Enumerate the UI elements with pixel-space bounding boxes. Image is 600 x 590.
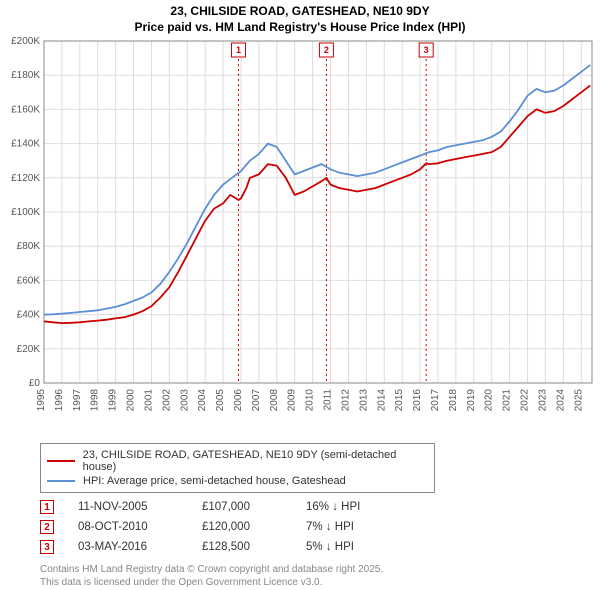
x-tick-label: 2007 xyxy=(251,389,262,412)
sale-price: £128,500 xyxy=(202,541,282,553)
x-tick-label: 1996 xyxy=(54,389,65,412)
x-tick-label: 2017 xyxy=(430,389,441,412)
sales-row: 2 08-OCT-2010 £120,000 7% ↓ HPI xyxy=(40,517,600,537)
sale-marker: 2 xyxy=(40,520,54,534)
x-tick-label: 2005 xyxy=(215,389,226,412)
sale-price: £120,000 xyxy=(202,521,282,533)
sale-delta: 7% ↓ HPI xyxy=(306,521,396,533)
legend-label: 23, CHILSIDE ROAD, GATESHEAD, NE10 9DY (… xyxy=(83,449,428,473)
x-tick-label: 2002 xyxy=(161,389,172,412)
sale-delta: 16% ↓ HPI xyxy=(306,501,396,513)
chart-title: 23, CHILSIDE ROAD, GATESHEAD, NE10 9DY P… xyxy=(0,0,600,37)
y-tick-label: £160K xyxy=(11,105,40,116)
sale-marker: 3 xyxy=(40,540,54,554)
x-tick-label: 2020 xyxy=(484,389,495,412)
x-tick-label: 2010 xyxy=(305,389,316,412)
x-tick-label: 2006 xyxy=(233,389,244,412)
x-tick-label: 2024 xyxy=(555,389,566,412)
y-tick-label: £120K xyxy=(11,173,40,184)
sale-marker: 1 xyxy=(40,500,54,514)
x-tick-label: 1995 xyxy=(36,389,47,412)
sales-row: 1 11-NOV-2005 £107,000 16% ↓ HPI xyxy=(40,497,600,517)
x-tick-label: 2023 xyxy=(537,389,548,412)
legend-row: HPI: Average price, semi-detached house,… xyxy=(47,474,428,488)
legend: 23, CHILSIDE ROAD, GATESHEAD, NE10 9DY (… xyxy=(40,443,435,493)
y-tick-label: £40K xyxy=(17,310,41,321)
sale-marker-number: 3 xyxy=(424,45,429,55)
x-tick-label: 2009 xyxy=(287,389,298,412)
x-tick-label: 1998 xyxy=(90,389,101,412)
x-tick-label: 2001 xyxy=(143,389,154,412)
y-tick-label: £80K xyxy=(17,241,41,252)
sale-date: 08-OCT-2010 xyxy=(78,521,178,533)
chart-container: 23, CHILSIDE ROAD, GATESHEAD, NE10 9DY P… xyxy=(0,0,600,590)
x-tick-label: 2021 xyxy=(502,389,513,412)
sale-date: 03-MAY-2016 xyxy=(78,541,178,553)
sale-marker-number: 2 xyxy=(324,45,329,55)
chart-svg: £0 £20K £40K £60K £80K £100K £120K £140K £160K £1… xyxy=(0,37,600,437)
x-tick-label: 1997 xyxy=(72,389,83,412)
x-tick-label: 2008 xyxy=(269,389,280,412)
x-tick-label: 2003 xyxy=(179,389,190,412)
x-tick-label: 2000 xyxy=(126,389,137,412)
sale-delta: 5% ↓ HPI xyxy=(306,541,396,553)
sales-table: 1 11-NOV-2005 £107,000 16% ↓ HPI 2 08-OCT-201… xyxy=(40,497,600,557)
x-tick-label: 2019 xyxy=(466,389,477,412)
y-tick-label: £60K xyxy=(17,276,41,287)
x-tick-label: 2012 xyxy=(340,389,351,412)
sale-date: 11-NOV-2005 xyxy=(78,501,178,513)
y-tick-label: £140K xyxy=(11,139,40,150)
y-tick-label: £20K xyxy=(17,344,41,355)
legend-label: HPI: Average price, semi-detached house,… xyxy=(83,475,346,487)
x-tick-label: 2022 xyxy=(520,389,531,412)
x-tick-label: 2013 xyxy=(358,389,369,412)
legend-swatch xyxy=(47,460,75,462)
y-tick-label: £0 xyxy=(29,378,41,389)
x-tick-label: 1999 xyxy=(108,389,119,412)
sale-price: £107,000 xyxy=(202,501,282,513)
x-tick-label: 2025 xyxy=(573,389,584,412)
title-line-2: Price paid vs. HM Land Registry's House … xyxy=(0,20,600,36)
x-tick-label: 2014 xyxy=(376,389,387,412)
y-tick-label: £100K xyxy=(11,207,40,218)
footer-line-2: This data is licensed under the Open Gov… xyxy=(40,576,600,589)
footer-note: Contains HM Land Registry data © Crown c… xyxy=(40,563,600,589)
x-tick-label: 2016 xyxy=(412,389,423,412)
sales-row: 3 03-MAY-2016 £128,500 5% ↓ HPI xyxy=(40,537,600,557)
footer-line-1: Contains HM Land Registry data © Crown c… xyxy=(40,563,600,576)
x-tick-label: 2011 xyxy=(323,389,334,411)
x-tick-label: 2018 xyxy=(448,389,459,412)
legend-row: 23, CHILSIDE ROAD, GATESHEAD, NE10 9DY (… xyxy=(47,448,428,474)
title-line-1: 23, CHILSIDE ROAD, GATESHEAD, NE10 9DY xyxy=(0,4,600,20)
sale-marker-number: 1 xyxy=(236,45,241,55)
y-tick-label: £200K xyxy=(11,37,40,47)
x-tick-label: 2004 xyxy=(197,389,208,412)
legend-swatch xyxy=(47,480,75,482)
y-tick-label: £180K xyxy=(11,70,40,81)
x-tick-label: 2015 xyxy=(394,389,405,412)
chart-plot-area: £0 £20K £40K £60K £80K £100K £120K £140K £160K £1… xyxy=(0,37,600,437)
